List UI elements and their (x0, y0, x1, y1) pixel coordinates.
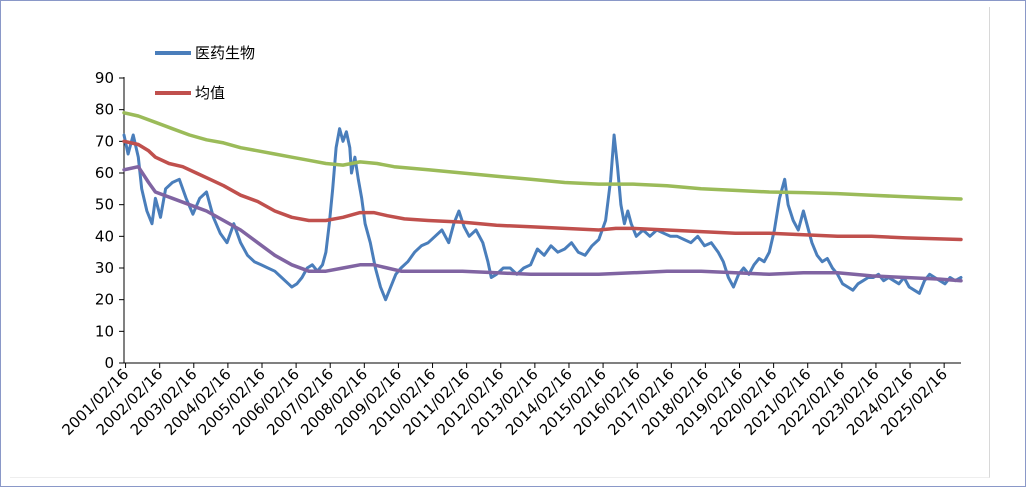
chart-panel (10, 7, 990, 478)
y-axis-tick-labels: 0 10 20 30 40 50 60 70 80 90 (95, 69, 124, 372)
axes (123, 77, 961, 364)
y-tick-label: 70 (95, 132, 114, 150)
y-tick-label: 90 (95, 69, 114, 87)
y-tick-label: 40 (95, 227, 114, 245)
series-line-0 (122, 127, 963, 302)
y-tick-label: 60 (95, 164, 114, 182)
series-lines (122, 111, 963, 302)
y-tick-label: 50 (95, 196, 114, 214)
y-tick-label: 10 (95, 322, 114, 340)
legend-label: 均值 (195, 84, 225, 102)
series-line-1 (122, 139, 963, 242)
x-axis-tick-labels: 2001/02/162002/02/162003/02/162004/02/16… (59, 363, 951, 439)
legend-label: 医药生物 (195, 44, 255, 62)
y-tick-label: 20 (95, 291, 114, 309)
y-tick-label: 80 (95, 101, 114, 119)
y-tick-label: 0 (104, 354, 114, 372)
series-line-2 (122, 111, 963, 201)
y-tick-label: 30 (95, 259, 114, 277)
series-line-3 (122, 164, 963, 283)
